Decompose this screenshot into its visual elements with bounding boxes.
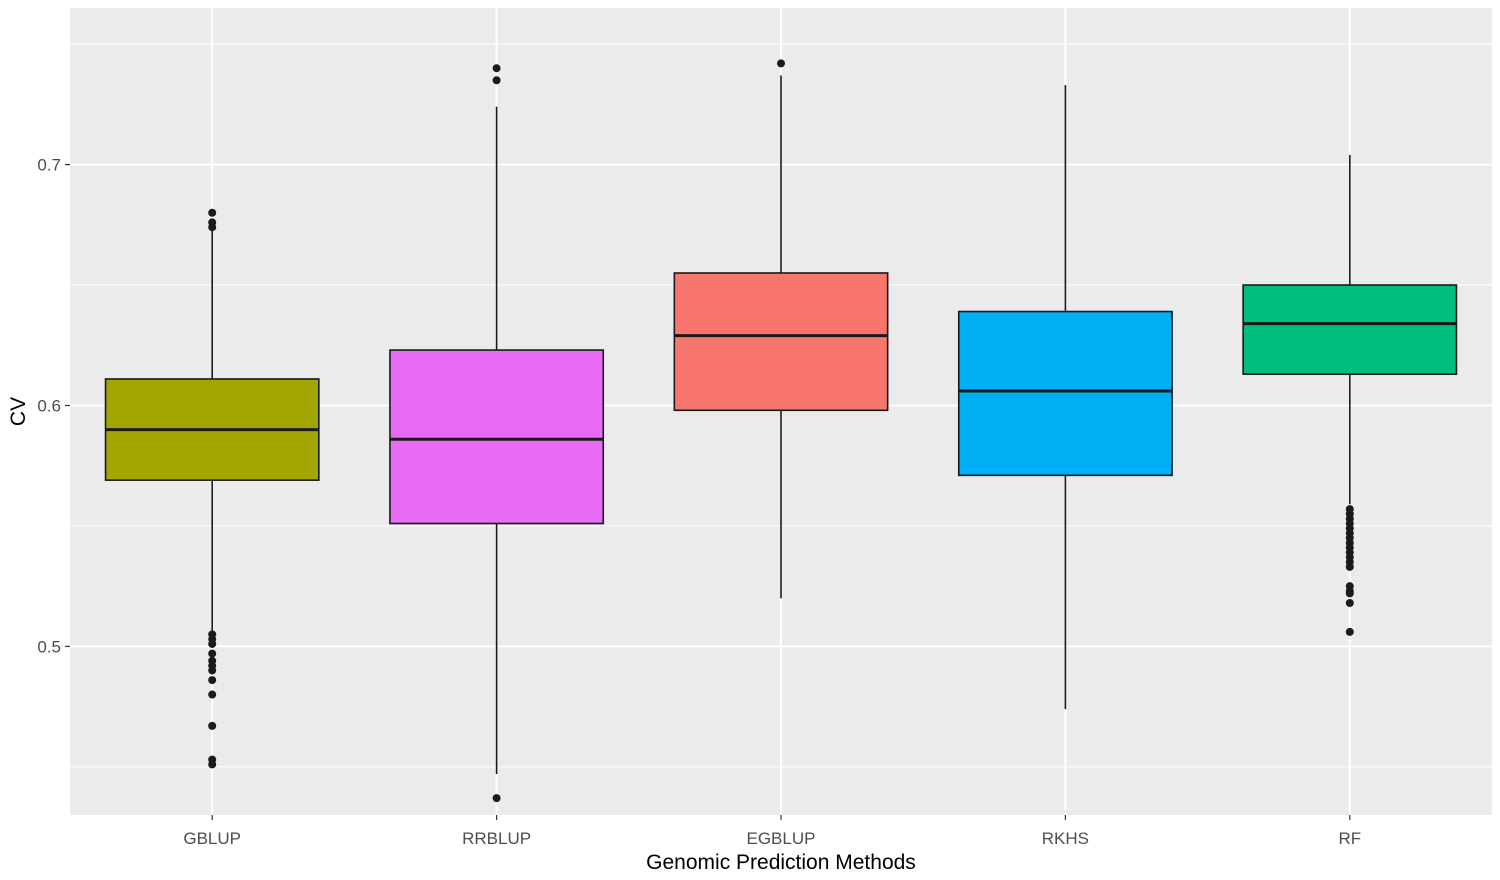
outlier-point bbox=[1345, 589, 1354, 598]
outlier-point bbox=[492, 76, 501, 85]
iqr-box bbox=[673, 272, 889, 412]
outlier-point bbox=[208, 223, 217, 232]
iqr-box bbox=[957, 310, 1173, 477]
outlier-point bbox=[208, 649, 217, 658]
boxes-layer bbox=[104, 59, 1458, 803]
outlier-point bbox=[208, 760, 217, 769]
box-rkhs bbox=[957, 85, 1173, 710]
x-axis: GBLUP RRBLUP EGBLUP RKHS RF bbox=[183, 815, 1361, 848]
y-axis-title: CV bbox=[7, 397, 30, 426]
outlier-point bbox=[1345, 599, 1354, 608]
x-tick-label: RRBLUP bbox=[462, 829, 531, 848]
box-rrblup bbox=[389, 64, 605, 803]
iqr-box bbox=[389, 349, 605, 525]
x-axis-title: Genomic Prediction Methods bbox=[646, 851, 916, 874]
box-egblup bbox=[673, 59, 889, 599]
outlier-point bbox=[208, 721, 217, 730]
iqr-box bbox=[1242, 284, 1458, 375]
outlier-point bbox=[208, 666, 217, 675]
outlier-point bbox=[208, 639, 217, 648]
outlier-point bbox=[1345, 562, 1354, 571]
y-tick-label: 0.6 bbox=[37, 396, 61, 415]
outlier-point bbox=[492, 794, 501, 803]
box-gblup bbox=[104, 208, 320, 769]
x-tick-label: EGBLUP bbox=[747, 829, 816, 848]
outlier-point bbox=[1345, 627, 1354, 636]
box-rf bbox=[1242, 154, 1458, 636]
x-tick-label: RKHS bbox=[1042, 829, 1089, 848]
x-tick-label: RF bbox=[1338, 829, 1361, 848]
outlier-point bbox=[208, 690, 217, 699]
outlier-point bbox=[492, 64, 501, 73]
outlier-point bbox=[208, 676, 217, 685]
outlier-point bbox=[777, 59, 785, 68]
x-tick-label: GBLUP bbox=[183, 829, 241, 848]
y-tick-label: 0.7 bbox=[37, 156, 61, 175]
y-axis: 0.5 0.6 0.7 bbox=[37, 156, 70, 656]
outlier-point bbox=[208, 208, 217, 217]
y-tick-label: 0.5 bbox=[37, 637, 61, 656]
